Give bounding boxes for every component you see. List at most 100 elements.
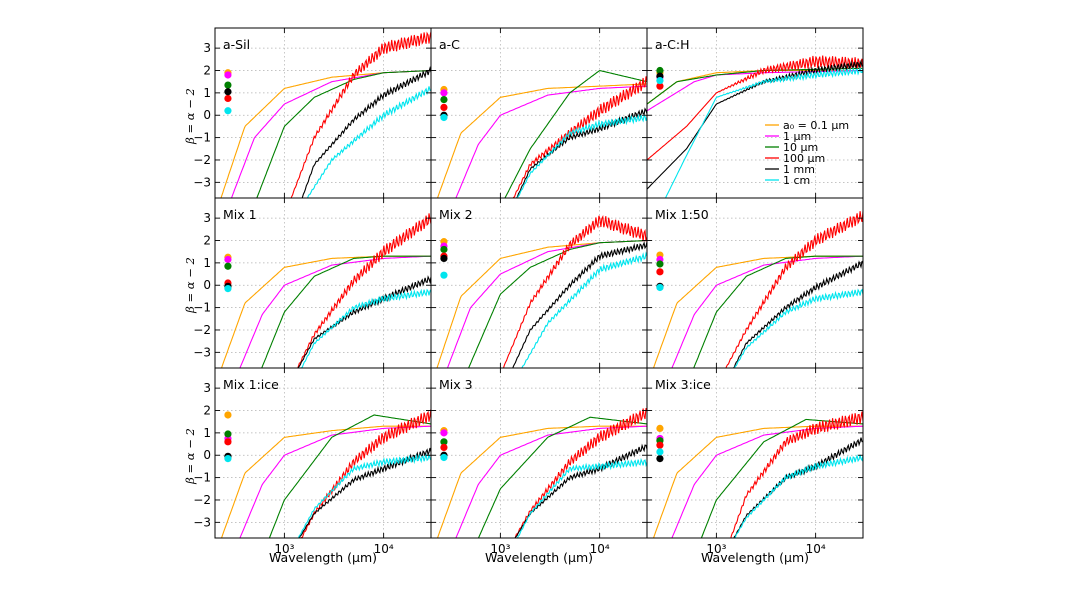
series-line-a1 [239, 255, 431, 368]
y-tick-label: −2 [193, 323, 211, 337]
series-line-a1cm [516, 113, 647, 198]
series-line-a10 [693, 255, 863, 368]
series-line-a01 [652, 425, 863, 538]
series-line-a10 [268, 414, 431, 538]
panel-frame [214, 197, 432, 369]
series-line-a1cm [734, 454, 863, 538]
y-axis-title-row-2: β = α − 2 [183, 257, 197, 314]
y-axis-title-row-1: β = α − 2 [183, 88, 197, 145]
x-axis-title-col-1: Wavelength (μm) [269, 550, 377, 565]
series-line-a100 [502, 214, 647, 368]
panel-mix-1-50: Mix 1:50 [646, 197, 864, 369]
series-line-a1 [455, 85, 647, 198]
y-tick-label: −1 [193, 301, 211, 315]
series-line-a01 [220, 69, 431, 198]
legend-label-a10: 10 μm [783, 141, 818, 154]
marker-dot-a100 [656, 441, 664, 449]
marker-dot-a10 [224, 430, 232, 438]
series-line-a1cm [306, 86, 431, 198]
marker-dot-a100 [440, 103, 448, 112]
panel-frame [646, 197, 864, 369]
panel-curves [220, 213, 431, 368]
series-line-a01 [652, 255, 863, 368]
x-tick-label: 10³ [274, 542, 294, 556]
panel-curves [436, 70, 647, 198]
series-line-a10 [261, 255, 431, 368]
series-line-a1mm [512, 241, 647, 368]
marker-dot-a10 [440, 245, 448, 254]
series-line-a01 [436, 425, 647, 538]
panel-curves [220, 31, 431, 198]
y-tick-label: 2 [203, 64, 211, 78]
panel-frame [214, 367, 432, 539]
panel-mix-3-ice: 10³ 10⁴ Mix 3:ice [646, 367, 864, 556]
panel-label: a-Sil [223, 37, 250, 52]
legend-label-a100: 100 μm [783, 152, 825, 165]
marker-dot-a1cm [440, 453, 448, 462]
panel-label: Mix 2 [439, 207, 473, 222]
panel-curves [220, 408, 431, 538]
marker-dot-a10 [224, 262, 232, 270]
series-line-a10 [504, 70, 647, 198]
legend-label-a1: 1 μm [783, 130, 811, 143]
x-tick-label: 10³ [706, 542, 726, 556]
series-line-a100 [297, 213, 431, 368]
panel-curves [647, 55, 863, 198]
x-tick-label: 10⁴ [590, 542, 610, 556]
y-tick-label: 0 [203, 278, 211, 292]
y-tick-label: 2 [203, 234, 211, 248]
series-line-a01 [220, 255, 431, 368]
series-line-a10 [467, 239, 647, 368]
y-tick-label: 3 [203, 381, 211, 395]
marker-dot-a1cm [656, 448, 664, 456]
series-line-a1cm [516, 457, 647, 538]
panel-frame [646, 27, 864, 199]
panel-curves [436, 408, 647, 538]
series-line-a1mm [297, 275, 431, 368]
marker-dot-a100 [656, 268, 664, 276]
y-tick-label: 1 [203, 426, 211, 440]
panel-label: a-C:H [655, 37, 690, 52]
series-line-a1 [647, 69, 863, 112]
marker-dot-a1cm [224, 284, 232, 293]
series-line-a1cm [300, 288, 431, 368]
legend-label-a01: a₀ = 0.1 μm [783, 119, 849, 132]
series-line-a1mm [301, 65, 431, 198]
panel-mix-1: −3 −2 −1 0 1 2 3 Mix 1 [193, 197, 432, 369]
legend-label-a1mm: 1 mm [783, 163, 815, 176]
y-axis-title-row-3: β = α − 2 [183, 428, 197, 485]
panel-curves [652, 211, 863, 368]
marker-dot-a100 [656, 82, 664, 90]
panel-curves [652, 411, 863, 538]
series-line-a1cm [733, 288, 863, 368]
marker-dot-a10 [440, 438, 448, 446]
series-line-a100 [725, 211, 863, 368]
series-line-a10 [477, 416, 647, 538]
y-tick-label: −1 [193, 471, 211, 485]
panel-frame [430, 367, 648, 539]
marker-dot-a1mm [656, 454, 664, 463]
marker-dot-a1mm [440, 254, 448, 262]
y-tick-label: −3 [193, 175, 211, 189]
marker-dot-a10 [656, 66, 664, 75]
series-line-a10 [700, 418, 863, 538]
series-line-a100 [512, 76, 647, 198]
marker-dot-a1cm [224, 454, 232, 463]
marker-dot-a100 [440, 443, 448, 452]
panel-label: Mix 3 [439, 377, 473, 392]
marker-dot-a100 [224, 94, 232, 103]
panel-a-sil: −3 −2 −1 0 1 2 3 a-Sil [193, 27, 432, 199]
x-axis-title-col-2: Wavelength (μm) [485, 550, 593, 565]
series-line-a1 [671, 255, 863, 368]
marker-dot-a100 [224, 438, 232, 446]
y-tick-label: 3 [203, 211, 211, 225]
panel-label: Mix 1 [223, 207, 257, 222]
marker-dot-a1 [440, 89, 448, 97]
y-tick-label: 3 [203, 41, 211, 55]
marker-dot-a1cm [656, 76, 664, 85]
series-line-a01 [436, 83, 647, 198]
y-tick-label: −1 [193, 131, 211, 145]
y-tick-label: 0 [203, 108, 211, 122]
marker-dot-a01 [656, 424, 664, 432]
marker-dot-a1 [224, 255, 232, 264]
